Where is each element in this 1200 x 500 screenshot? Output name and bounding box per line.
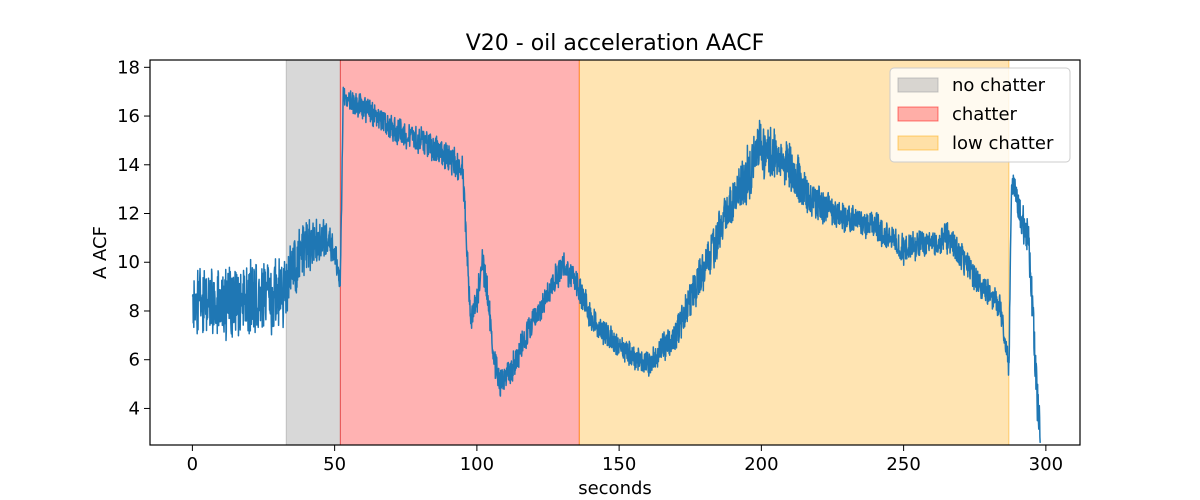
- legend-label-2: low chatter: [952, 133, 1054, 154]
- y-tick-label-5: 14: [117, 155, 140, 176]
- series-line-0: [191, 86, 1041, 443]
- legend: no chatter chatter low chatter: [889, 67, 1071, 163]
- x-tick-label-0: 0: [187, 454, 198, 475]
- y-tick-label-7: 18: [117, 57, 140, 78]
- legend-swatch-1: [897, 106, 939, 122]
- x-tick-label-1: 50: [323, 454, 346, 475]
- x-axis-label: seconds: [578, 478, 652, 499]
- chart-title: V20 - oil acceleration AACF: [466, 31, 765, 56]
- x-tick-label-5: 250: [886, 454, 920, 475]
- y-tick-label-0: 4: [129, 398, 140, 419]
- x-tick-label-4: 200: [744, 454, 778, 475]
- y-tick-label-3: 10: [117, 252, 140, 273]
- plot-frame: [149, 59, 1081, 446]
- y-tick-label-2: 8: [129, 301, 140, 322]
- x-tick-label-2: 100: [460, 454, 494, 475]
- legend-swatch-0: [897, 77, 939, 93]
- y-tick-label-4: 12: [117, 204, 140, 225]
- y-axis-label: A ACF: [90, 226, 111, 279]
- x-tick-label-6: 300: [1029, 454, 1063, 475]
- x-axis-ticks: 0 50 100 150 200 250 300: [187, 445, 1063, 475]
- x-tick-label-3: 150: [602, 454, 636, 475]
- legend-label-1: chatter: [952, 104, 1018, 125]
- y-tick-label-1: 6: [129, 350, 140, 371]
- y-axis-ticks: 4 6 8 10 12 14 16 18: [117, 57, 150, 419]
- region-band-1: [339, 59, 580, 446]
- legend-label-0: no chatter: [952, 75, 1046, 96]
- y-tick-label-6: 16: [117, 106, 140, 127]
- legend-swatch-2: [897, 135, 939, 151]
- series-layer: [191, 86, 1041, 443]
